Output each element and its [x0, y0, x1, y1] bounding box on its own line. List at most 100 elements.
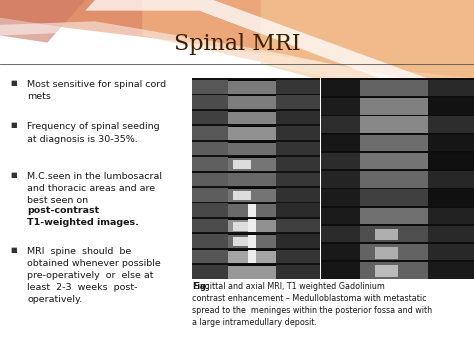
Bar: [428, 135, 474, 151]
Bar: [321, 189, 359, 206]
Bar: [228, 143, 276, 155]
Polygon shape: [85, 0, 474, 99]
Bar: [228, 174, 276, 186]
Bar: [360, 189, 428, 206]
Bar: [375, 265, 398, 277]
Bar: [428, 171, 474, 187]
Bar: [233, 237, 251, 246]
Bar: [321, 208, 359, 224]
Bar: [276, 173, 320, 186]
Text: ■: ■: [10, 172, 17, 178]
Text: Sagittal and axial MRI, T1 weighted Gadolinium
contrast enhancement – Medullobla: Sagittal and axial MRI, T1 weighted Gado…: [192, 282, 432, 327]
Bar: [321, 244, 359, 261]
Bar: [360, 153, 428, 169]
Bar: [228, 220, 276, 233]
Polygon shape: [0, 21, 474, 99]
Text: Fig:: Fig:: [192, 282, 209, 291]
Bar: [228, 264, 276, 266]
Bar: [228, 158, 276, 171]
Bar: [192, 265, 228, 279]
Text: M.C.seen in the lumbosacral
and thoracic areas and are
best seen on: M.C.seen in the lumbosacral and thoracic…: [27, 172, 163, 206]
Bar: [192, 188, 228, 202]
Bar: [228, 235, 276, 248]
Polygon shape: [142, 0, 474, 99]
Bar: [233, 222, 251, 231]
Bar: [248, 235, 256, 248]
Bar: [228, 266, 276, 279]
Bar: [228, 127, 276, 140]
Bar: [276, 142, 320, 155]
Bar: [276, 188, 320, 202]
Bar: [321, 135, 359, 151]
Bar: [228, 249, 276, 251]
Bar: [276, 111, 320, 124]
Bar: [360, 208, 428, 224]
Bar: [360, 135, 428, 151]
Bar: [428, 80, 474, 96]
Bar: [428, 262, 474, 279]
Bar: [360, 80, 428, 96]
Bar: [228, 81, 276, 93]
Bar: [192, 111, 228, 124]
Bar: [228, 79, 276, 81]
Bar: [321, 116, 359, 133]
Bar: [360, 116, 428, 133]
Bar: [276, 250, 320, 263]
Bar: [248, 250, 256, 263]
Bar: [192, 173, 228, 186]
Bar: [248, 219, 256, 233]
Bar: [192, 250, 228, 263]
Text: ■: ■: [10, 80, 17, 86]
FancyBboxPatch shape: [192, 78, 320, 279]
Bar: [228, 234, 276, 235]
Bar: [228, 157, 276, 158]
Bar: [360, 98, 428, 115]
Bar: [192, 219, 228, 233]
Text: Most sensitive for spinal cord
mets: Most sensitive for spinal cord mets: [27, 80, 167, 101]
Bar: [192, 203, 228, 217]
Bar: [360, 262, 428, 279]
Bar: [228, 172, 276, 174]
Bar: [228, 126, 276, 127]
Text: Frequency of spinal seeding
at diagnosis is 30-35%.: Frequency of spinal seeding at diagnosis…: [27, 122, 160, 144]
Bar: [228, 110, 276, 112]
Polygon shape: [0, 0, 474, 78]
Bar: [375, 247, 398, 258]
Text: ■: ■: [10, 247, 17, 253]
Bar: [276, 126, 320, 140]
Bar: [228, 203, 276, 204]
Bar: [192, 157, 228, 171]
Bar: [321, 171, 359, 187]
Bar: [228, 95, 276, 96]
Bar: [276, 265, 320, 279]
Bar: [360, 226, 428, 242]
Bar: [428, 98, 474, 115]
Bar: [192, 95, 228, 109]
Polygon shape: [0, 0, 85, 43]
Bar: [276, 203, 320, 217]
Bar: [192, 234, 228, 248]
Bar: [360, 244, 428, 261]
Bar: [321, 80, 359, 96]
Bar: [276, 80, 320, 93]
Bar: [321, 262, 359, 279]
Bar: [228, 187, 276, 189]
Bar: [228, 112, 276, 124]
Text: Spinal MRI: Spinal MRI: [173, 33, 301, 55]
Bar: [233, 191, 251, 200]
Bar: [228, 141, 276, 143]
Bar: [321, 153, 359, 169]
FancyBboxPatch shape: [321, 78, 474, 279]
Bar: [428, 153, 474, 169]
Bar: [228, 96, 276, 109]
Bar: [228, 218, 276, 220]
Bar: [276, 234, 320, 248]
Text: post-contrast
T1-weighted images.: post-contrast T1-weighted images.: [27, 206, 139, 228]
Bar: [192, 126, 228, 140]
Bar: [276, 95, 320, 109]
Bar: [276, 157, 320, 171]
Bar: [276, 219, 320, 233]
Bar: [428, 189, 474, 206]
Text: ■: ■: [10, 122, 17, 129]
Bar: [321, 226, 359, 242]
